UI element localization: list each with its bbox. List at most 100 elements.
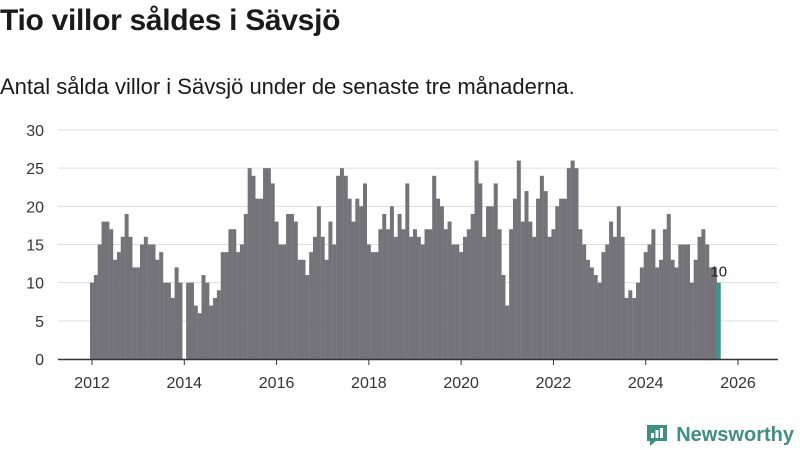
bar	[678, 244, 683, 359]
bar	[612, 236, 617, 359]
bar	[532, 236, 537, 359]
bar	[712, 267, 717, 359]
bar	[316, 206, 321, 359]
bar	[320, 236, 325, 359]
bar	[220, 252, 225, 359]
bar	[659, 259, 664, 359]
chart-title: Tio villor såldes i Sävsjö	[0, 4, 341, 37]
x-tick-label: 2016	[259, 375, 295, 392]
bar	[639, 267, 644, 359]
bar	[593, 275, 598, 359]
bar	[178, 282, 183, 359]
bar	[628, 290, 633, 359]
bar	[409, 236, 414, 359]
bar	[370, 252, 375, 359]
bar	[447, 221, 452, 359]
bar	[309, 252, 314, 359]
bar	[605, 244, 610, 359]
bar	[286, 213, 291, 359]
bar	[459, 252, 464, 359]
bar	[505, 305, 510, 359]
bar	[651, 229, 656, 359]
bar	[647, 244, 652, 359]
y-tick-label: 10	[26, 276, 44, 293]
bar	[266, 168, 271, 359]
bar	[301, 259, 306, 359]
bar	[709, 267, 714, 359]
bar	[324, 259, 329, 359]
bar	[124, 213, 129, 359]
x-tick-label: 2018	[351, 375, 387, 392]
bar	[224, 252, 229, 359]
bar	[586, 259, 591, 359]
bar	[232, 229, 237, 359]
bar	[428, 229, 433, 359]
bar	[243, 213, 248, 359]
bar	[282, 244, 287, 359]
x-tick-label: 2022	[536, 375, 572, 392]
bar	[255, 198, 260, 359]
bar	[236, 252, 241, 359]
bar	[97, 244, 102, 359]
bar	[451, 244, 456, 359]
bar	[420, 244, 425, 359]
bar	[109, 229, 114, 359]
bar	[213, 297, 218, 359]
bar	[566, 168, 571, 359]
bar	[466, 229, 471, 359]
bar	[674, 267, 679, 359]
bar	[120, 236, 125, 359]
bar	[520, 221, 525, 359]
bar	[174, 267, 179, 359]
bar	[293, 221, 298, 359]
bar	[439, 206, 444, 359]
newsworthy-logo-icon	[647, 425, 668, 446]
bar	[263, 168, 268, 359]
bar	[551, 229, 556, 359]
bar	[163, 282, 168, 359]
bar	[562, 198, 567, 359]
bar	[186, 282, 191, 359]
bar	[539, 175, 544, 359]
bar	[609, 221, 614, 359]
bar	[143, 236, 148, 359]
bar	[416, 236, 421, 359]
bar	[536, 198, 541, 359]
y-tick-label: 0	[35, 352, 44, 369]
bar	[705, 244, 710, 359]
bar	[493, 183, 498, 359]
bar	[289, 213, 294, 359]
bar	[397, 213, 402, 359]
bar	[205, 282, 210, 359]
bar	[170, 297, 175, 359]
bar	[555, 206, 560, 359]
bar	[101, 221, 106, 359]
y-tick-label: 15	[26, 238, 44, 255]
bar	[132, 267, 137, 359]
bar	[355, 198, 360, 359]
x-tick-label: 2020	[443, 375, 479, 392]
bar	[297, 259, 302, 359]
bar	[597, 282, 602, 359]
bar	[278, 244, 283, 359]
bar	[386, 229, 391, 359]
bar	[662, 229, 667, 359]
bar	[636, 282, 640, 359]
bar	[516, 160, 521, 359]
bar	[228, 229, 233, 359]
bar	[632, 297, 637, 359]
y-tick-label: 25	[26, 161, 44, 178]
bar	[378, 229, 383, 359]
y-tick-label: 5	[35, 314, 44, 331]
y-tick-label: 20	[26, 199, 44, 216]
bar	[366, 244, 371, 359]
bar	[462, 236, 467, 359]
bar	[697, 236, 702, 359]
bar	[339, 168, 344, 359]
bar	[436, 198, 441, 359]
bar	[251, 175, 256, 359]
bar	[343, 175, 348, 359]
bar	[147, 244, 152, 359]
bar	[105, 221, 110, 359]
bar	[582, 244, 587, 359]
